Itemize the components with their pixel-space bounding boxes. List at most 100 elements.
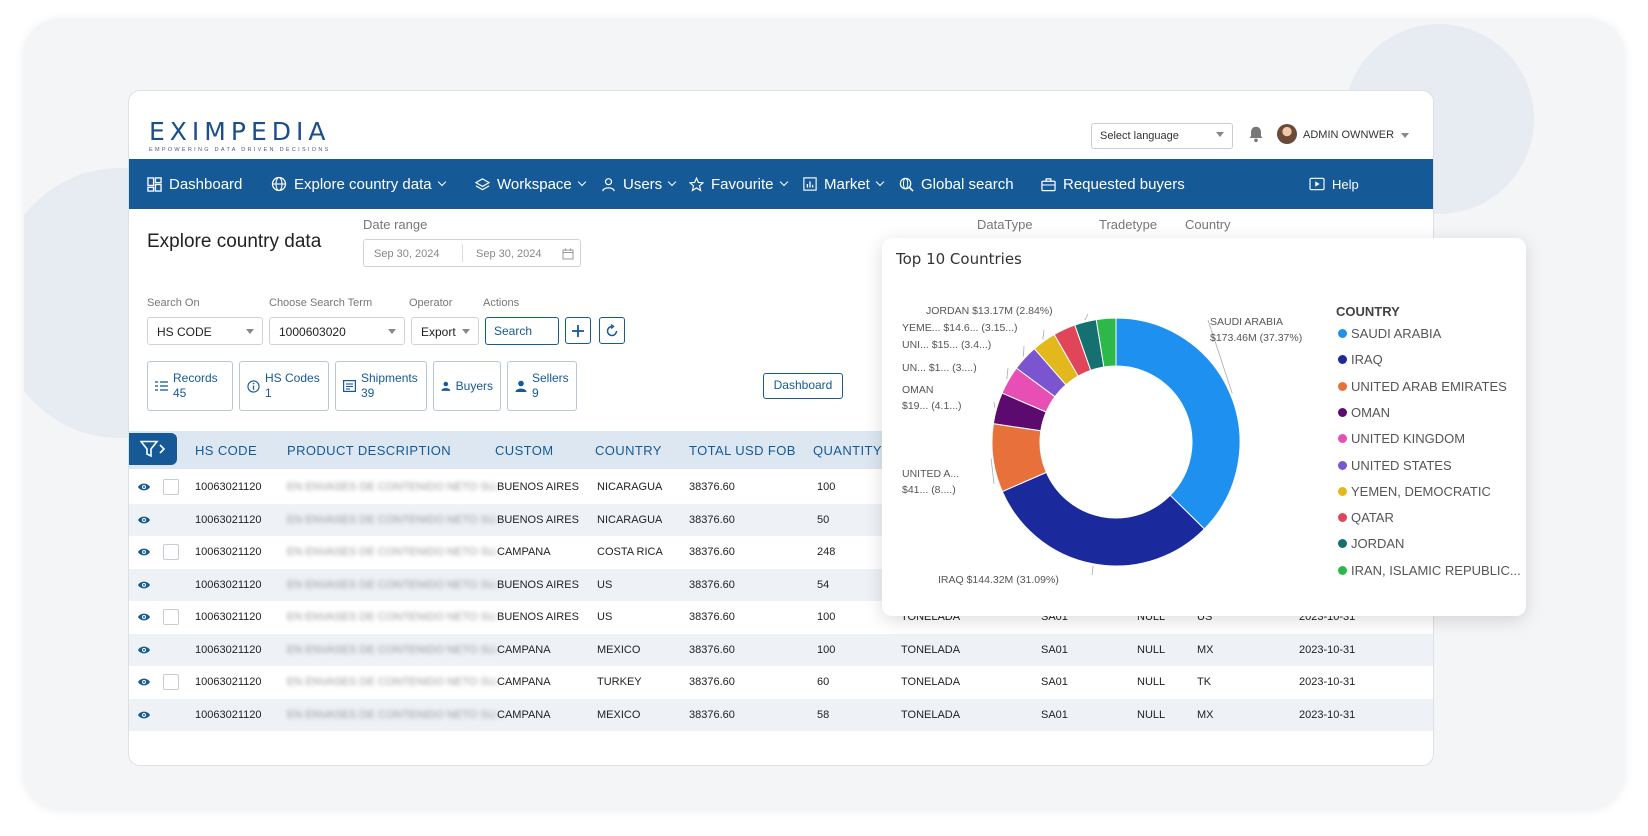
search-term-select[interactable]: 1000603020 [269, 317, 405, 345]
user-name[interactable]: ADMIN OWNWER [1303, 129, 1395, 141]
cell-hs-code: 10063021120 [195, 611, 262, 623]
table-row[interactable]: 10063021120 EN ENVASES DE CONTENIDO NETO … [129, 536, 1433, 568]
nav-explore-country-data[interactable]: Explore country data [271, 159, 446, 209]
legend-item[interactable]: IRAN, ISLAMIC REPUBLIC... [1338, 563, 1521, 578]
column-header-custom[interactable]: CUSTOM [495, 443, 554, 458]
notification-bell-icon[interactable] [1247, 125, 1265, 143]
tradetype-label: Tradetype [1099, 217, 1158, 232]
language-select[interactable]: Select language [1091, 123, 1233, 149]
view-eye-icon[interactable] [137, 645, 151, 655]
table-row[interactable]: 10063021120 EN ENVASES DE CONTENIDO NETO … [129, 698, 1433, 731]
shipments-button[interactable]: Shipments 39 [335, 361, 427, 411]
legend-item[interactable]: OMAN [1338, 405, 1390, 420]
cell-quantity: 58 [817, 708, 830, 721]
view-eye-icon[interactable] [137, 482, 151, 492]
legend-item[interactable]: JORDAN [1338, 536, 1404, 551]
cell-custom: CAMPANA [497, 676, 551, 688]
row-checkbox[interactable] [163, 609, 179, 625]
view-eye-icon[interactable] [137, 612, 151, 622]
pie-slice-iran-islamic-republic[interactable] [1095, 317, 1117, 368]
cell-quantity: 100 [817, 611, 836, 623]
column-header-quantity[interactable]: QUANTITY [813, 443, 882, 458]
data-label-line: $19... (4.1...) [902, 400, 962, 412]
hs-codes-button[interactable]: HS Codes 1 [239, 361, 329, 411]
search-term-value: 1000603020 [279, 325, 346, 339]
cell-date: 2023-10-31 [1299, 643, 1356, 656]
legend-item[interactable]: UNITED STATES [1338, 458, 1452, 473]
date-from[interactable]: Sep 30, 2024 [374, 248, 440, 260]
nav-help-label: Help [1332, 176, 1359, 192]
legend-label: UNITED KINGDOM [1351, 431, 1466, 447]
row-checkbox[interactable] [163, 674, 179, 690]
buyers-button[interactable]: Buyers [433, 361, 501, 411]
nav-market[interactable]: Market [803, 159, 885, 209]
table-row[interactable]: 10063021120 EN ENVASES DE CONTENIDO NETO … [129, 471, 1433, 503]
column-header-product-description[interactable]: PRODUCT DESCRIPTION [287, 443, 452, 458]
data-label: UNITED A... $41... (8....) [902, 466, 959, 498]
main-nav: Dashboard Explore country data Workspace… [129, 159, 1433, 209]
search-button[interactable]: Search [485, 317, 559, 345]
view-eye-icon[interactable] [137, 677, 151, 687]
dashboard-button[interactable]: Dashboard [763, 373, 843, 399]
nav-favourite[interactable]: Favourite [689, 159, 788, 209]
view-eye-icon[interactable] [137, 547, 151, 557]
filter-toggle-button[interactable] [129, 433, 177, 465]
row-checkbox[interactable] [163, 479, 179, 495]
nav-dashboard-label: Dashboard [169, 175, 243, 193]
row-checkbox[interactable] [163, 544, 179, 560]
calendar-icon[interactable] [562, 248, 574, 260]
nav-users[interactable]: Users [601, 159, 677, 209]
logo-tagline: EMPOWERING DATA DRIVEN DECISIONS [149, 147, 331, 153]
records-button[interactable]: Records 45 [147, 361, 233, 411]
view-eye-icon[interactable] [137, 580, 151, 590]
legend-item[interactable]: QATAR [1338, 510, 1394, 525]
chart-title: Top 10 Countries [896, 250, 1022, 268]
nav-help[interactable]: Help [1309, 159, 1359, 209]
search-on-select[interactable]: HS CODE [147, 317, 263, 345]
legend-item[interactable]: UNITED KINGDOM [1338, 431, 1465, 446]
table-row[interactable]: 10063021120 EN ENVASES DE CONTENIDO NETO … [129, 633, 1433, 666]
records-icon [155, 381, 168, 391]
sellers-button[interactable]: Sellers 9 [507, 361, 577, 411]
add-button[interactable] [565, 317, 591, 344]
column-header-country[interactable]: COUNTRY [595, 443, 662, 458]
avatar[interactable] [1277, 124, 1297, 144]
operator-select[interactable]: Export [411, 317, 479, 345]
nav-requested-buyers[interactable]: Requested buyers [1041, 159, 1185, 209]
global-search-icon [899, 177, 914, 192]
pie-slice-iraq[interactable] [1001, 471, 1206, 567]
data-label-line: UNITED A... [902, 468, 960, 480]
reset-button[interactable] [599, 317, 625, 344]
legend-item[interactable]: UNITED ARAB EMIRATES [1338, 379, 1507, 394]
cell-custom: CAMPANA [497, 643, 551, 656]
brand-logo[interactable]: EXIMPEDIA EMPOWERING DATA DRIVEN DECISIO… [149, 117, 331, 153]
info-icon [247, 379, 260, 393]
chevron-down-icon [462, 329, 470, 334]
column-header-total-usd-fob[interactable]: TOTAL USD FOB [689, 443, 796, 458]
cell-country: NICARAGUA [597, 513, 663, 526]
column-header-hs-code[interactable]: HS CODE [195, 443, 258, 458]
legend-item[interactable]: SAUDI ARABIA [1338, 326, 1441, 341]
date-range-picker[interactable]: Sep 30, 2024 Sep 30, 2024 [363, 239, 581, 267]
data-label-line: UNI... $15... (3.4...) [902, 339, 992, 351]
view-eye-icon[interactable] [137, 710, 151, 720]
date-to[interactable]: Sep 30, 2024 [476, 248, 542, 260]
table-row[interactable]: 10063021120 EN ENVASES DE CONTENIDO NETO … [129, 666, 1433, 698]
callout-leader-line [993, 401, 996, 408]
cell-total-usd-fob: 38376.60 [689, 578, 735, 591]
user-menu-chevron-icon[interactable] [1401, 133, 1409, 138]
pie-slice-saudi-arabia[interactable] [1115, 317, 1241, 530]
nav-global-search[interactable]: Global search [899, 159, 1014, 209]
cell-total-usd-fob: 38376.60 [689, 481, 735, 493]
cell-quantity: 60 [817, 676, 830, 688]
cell-product-description: EN ENVASES DE CONTENIDO NETO SU... [287, 481, 505, 493]
nav-dashboard[interactable]: Dashboard [147, 159, 242, 209]
callout-leader-line [990, 458, 995, 485]
view-eye-icon[interactable] [137, 515, 151, 525]
legend-item[interactable]: IRAQ [1338, 352, 1383, 367]
nav-workspace[interactable]: Workspace [475, 159, 587, 209]
cell-custom: CAMPANA [497, 708, 551, 721]
cell-quantity: 100 [817, 643, 836, 656]
legend-item[interactable]: YEMEN, DEMOCRATIC [1338, 484, 1491, 499]
cell-code: SA01 [1041, 676, 1068, 688]
